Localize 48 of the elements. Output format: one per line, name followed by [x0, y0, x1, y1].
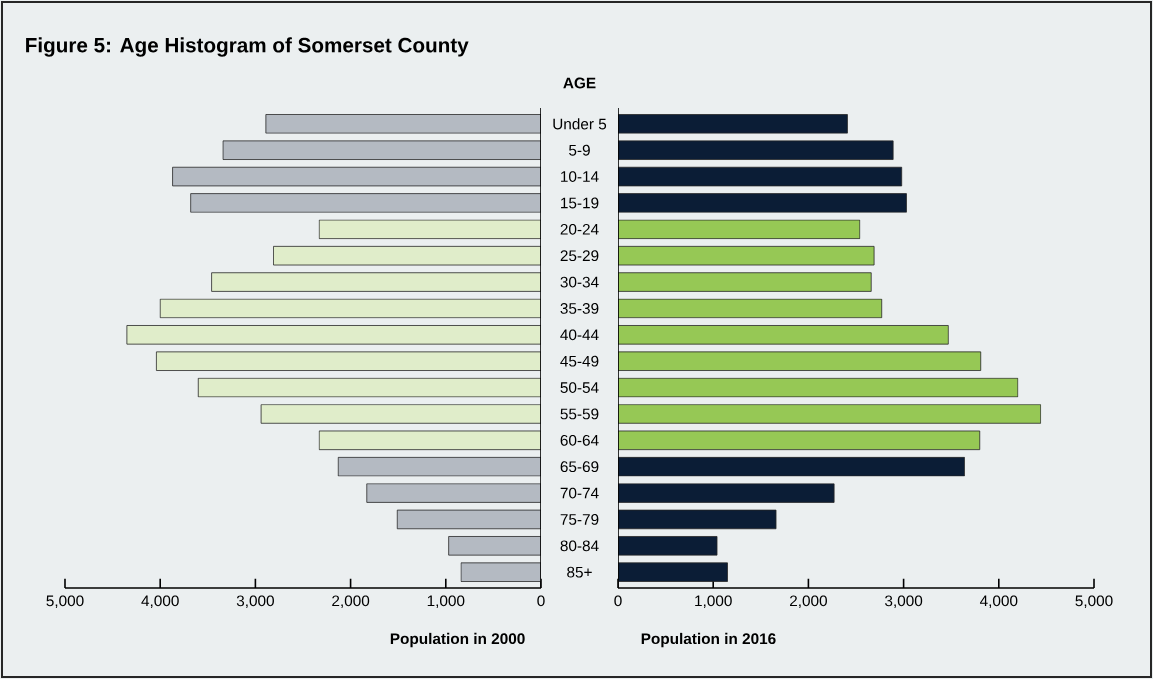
- bar: [190, 193, 541, 213]
- x-tick-label: 5,000: [46, 595, 84, 609]
- y-tick-label: 70-74: [560, 487, 599, 499]
- x-tick-label: 3,000: [236, 595, 274, 609]
- bar: [460, 562, 541, 582]
- bar: [618, 114, 848, 134]
- y-tick-label: 65-69: [560, 461, 599, 473]
- y-tick-label: 50-54: [560, 382, 599, 393]
- y-tick-label: 20-24: [560, 223, 599, 235]
- y-tick-label: 25-29: [560, 250, 599, 262]
- y-tick-label: 30-34: [560, 276, 599, 288]
- bar: [618, 404, 1042, 424]
- y-tick-label: 10-14: [561, 171, 599, 182]
- bar: [159, 298, 541, 319]
- x-tick-label: 0: [614, 595, 622, 607]
- x-tick-label: 4,000: [141, 595, 179, 609]
- bar: [337, 456, 541, 477]
- bar: [618, 456, 965, 477]
- y-tick-label: 15-19: [561, 197, 599, 209]
- y-tick-label: 75-79: [560, 514, 599, 525]
- bar: [318, 219, 541, 240]
- bar: [618, 562, 728, 582]
- chart-title: Figure 5: Age Histogram of Somerset County: [26, 37, 469, 57]
- bar: [618, 377, 1019, 398]
- y-tick-label: 85+: [567, 566, 592, 578]
- x-tick-label: 1,000: [427, 595, 465, 609]
- y-tick-label: 40-44: [560, 329, 599, 341]
- x-axis-title: Population in 2016: [641, 632, 776, 648]
- y-axis-title: AGE: [563, 77, 596, 89]
- x-tick-label: 5,000: [1075, 595, 1113, 609]
- y-tick-label: Under 5: [553, 118, 607, 130]
- bar: [618, 219, 861, 240]
- x-tick-label: 2,000: [332, 595, 370, 609]
- y-tick-label: 35-39: [560, 303, 599, 314]
- y-tick-label: 55-59: [560, 408, 599, 420]
- x-tick-label: 3,000: [885, 595, 923, 609]
- x-tick-label: 1,000: [695, 595, 732, 609]
- bar: [618, 193, 907, 213]
- y-tick-label: 60-64: [560, 434, 599, 446]
- x-tick-label: 0: [537, 595, 545, 607]
- x-tick-label: 4,000: [979, 595, 1018, 609]
- y-tick-label: 45-49: [560, 355, 599, 367]
- x-axis-title: Population in 2000: [390, 632, 525, 648]
- bar: [618, 483, 835, 503]
- bar: [265, 114, 541, 134]
- y-tick-label: 80-84: [560, 540, 599, 552]
- y-tick-label: 5-9: [569, 144, 590, 156]
- x-tick-label: 2,000: [789, 595, 827, 609]
